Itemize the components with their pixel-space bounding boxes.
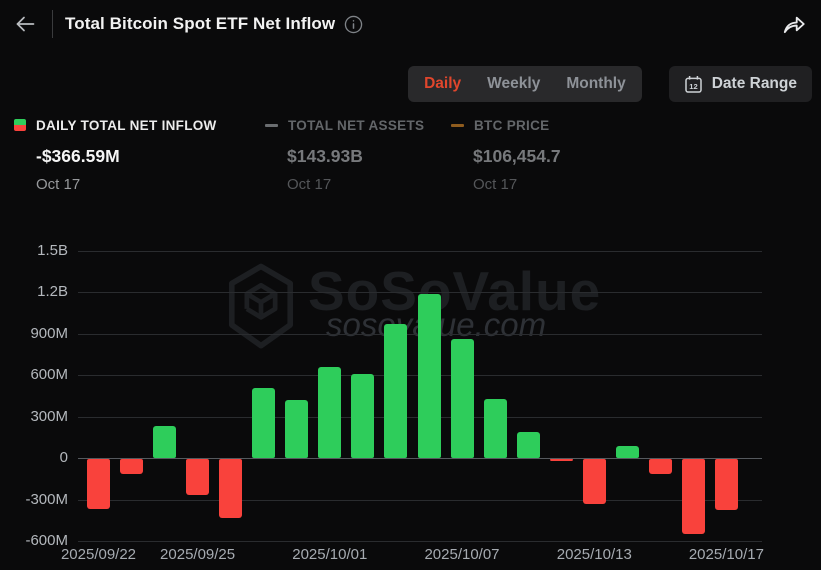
tab-daily[interactable]: Daily — [424, 75, 462, 92]
y-axis-tick-label: -600M — [25, 532, 68, 549]
share-button[interactable] — [780, 10, 808, 38]
chart-bar[interactable] — [582, 459, 606, 504]
chart-bar[interactable] — [318, 367, 342, 459]
gridline — [78, 292, 762, 294]
page-title: Total Bitcoin Spot ETF Net Inflow — [65, 14, 336, 33]
stat-value: -$366.59M — [36, 146, 120, 166]
y-axis-tick-label: 0 — [59, 449, 68, 467]
y-axis-tick-label: 1.2B — [37, 283, 68, 301]
y-axis-tick-label: 1.5B — [37, 242, 68, 259]
chart-bar[interactable] — [252, 387, 276, 459]
stat-value: $143.93B — [287, 146, 363, 166]
chart-controls: Daily Weekly Monthly 12 Date Range — [408, 66, 812, 102]
calendar-icon: 12 — [684, 75, 702, 93]
tab-monthly[interactable]: Monthly — [566, 75, 626, 92]
chart-bar[interactable] — [219, 459, 243, 518]
x-axis-tick-label: 2025/10/13 — [556, 546, 632, 563]
chart-bar[interactable] — [120, 459, 144, 475]
y-axis-tick-label: 300M — [30, 407, 68, 425]
chart-bar[interactable] — [384, 324, 408, 459]
chart-bar[interactable] — [87, 459, 110, 509]
chart-bar[interactable] — [615, 445, 639, 459]
stat-label: BTC PRICE — [474, 117, 550, 133]
stat-total-net-assets[interactable]: TOTAL NET ASSETS $143.93B Oct 17 — [265, 117, 424, 193]
chart-bar[interactable] — [714, 459, 738, 510]
chart-bar[interactable] — [450, 339, 474, 459]
tab-weekly[interactable]: Weekly — [487, 75, 541, 92]
x-axis-tick-label: 2025/10/07 — [424, 546, 500, 563]
gridline — [78, 541, 762, 542]
info-icon[interactable] — [344, 15, 363, 34]
x-axis-tick-label: 2025/10/01 — [292, 546, 368, 563]
chart-bar[interactable] — [516, 431, 540, 459]
inflow-legend-icon — [14, 119, 26, 131]
chart-bar[interactable] — [549, 459, 573, 462]
stat-daily-net-inflow: DAILY TOTAL NET INFLOW -$366.59M Oct 17 — [14, 117, 217, 193]
y-axis-tick-label: -300M — [25, 490, 68, 508]
stat-label: TOTAL NET ASSETS — [288, 117, 425, 133]
header-divider — [52, 10, 53, 38]
chart-bar[interactable] — [153, 426, 177, 459]
chart-bar[interactable] — [186, 459, 210, 495]
gridline — [78, 499, 762, 501]
header: Total Bitcoin Spot ETF Net Inflow — [0, 0, 821, 48]
chart-bar[interactable] — [417, 293, 441, 459]
chart-bar[interactable] — [681, 459, 705, 534]
chart-bar[interactable] — [351, 373, 375, 459]
stat-date: Oct 17 — [473, 176, 518, 193]
btc-price-legend-icon — [451, 123, 464, 127]
y-axis-tick-label: 600M — [30, 366, 68, 384]
back-button[interactable] — [12, 11, 38, 37]
chart-bar[interactable] — [285, 400, 309, 459]
gridline — [78, 251, 762, 252]
arrow-left-icon — [16, 16, 35, 32]
stat-date: Oct 17 — [287, 176, 332, 193]
stat-btc-price[interactable]: BTC PRICE $106,454.7 Oct 17 — [451, 117, 561, 193]
stat-value: $106,454.7 — [473, 146, 561, 166]
chart-bar[interactable] — [483, 398, 507, 459]
stat-date: Oct 17 — [36, 176, 81, 193]
interval-tab-group: Daily Weekly Monthly — [408, 66, 642, 102]
share-icon — [783, 16, 805, 34]
net-assets-legend-icon — [265, 123, 278, 127]
x-axis-tick-label: 2025/10/17 — [688, 546, 764, 563]
y-axis-tick-label: 900M — [30, 324, 68, 342]
x-axis-tick-label: 2025/09/25 — [160, 546, 236, 563]
svg-text:12: 12 — [689, 82, 697, 91]
date-range-label: Date Range — [711, 75, 797, 92]
zero-axis-line — [78, 458, 762, 460]
stat-label: DAILY TOTAL NET INFLOW — [36, 117, 217, 133]
x-axis-tick-label: 2025/09/22 — [60, 546, 137, 563]
date-range-button[interactable]: 12 Date Range — [668, 66, 812, 102]
chart-bar[interactable] — [648, 459, 672, 475]
